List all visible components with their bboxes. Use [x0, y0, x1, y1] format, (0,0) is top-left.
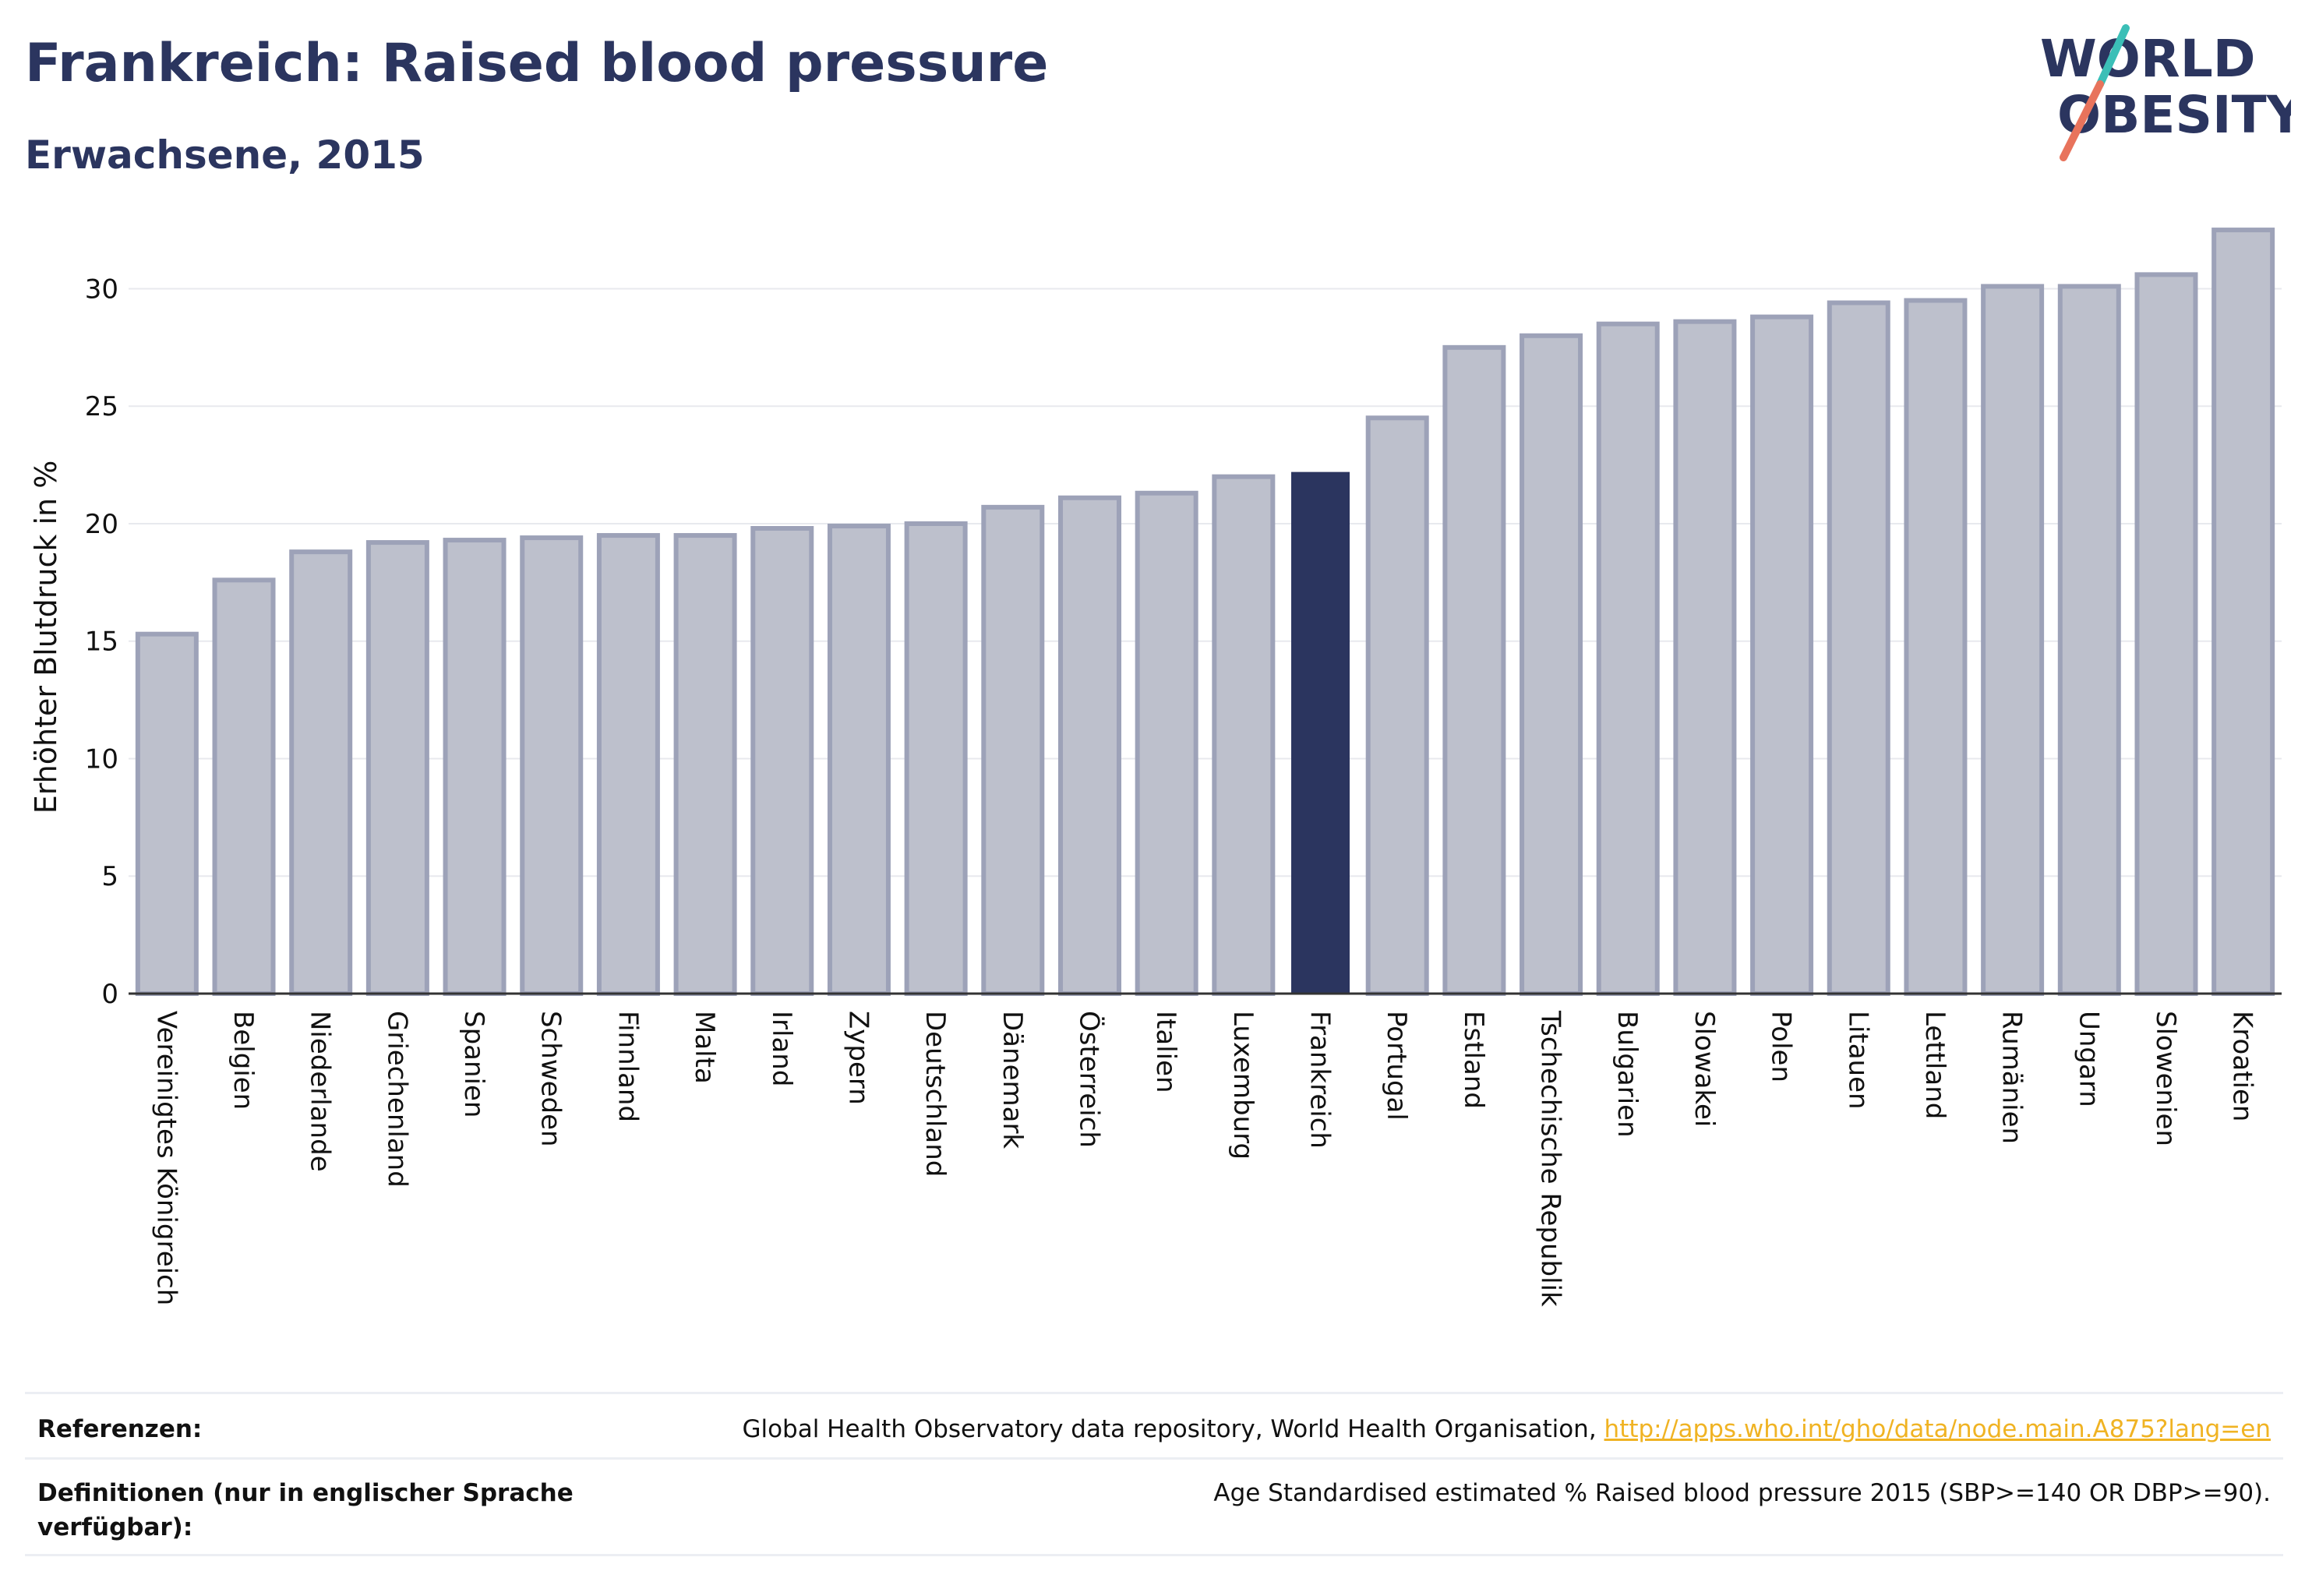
x-tick-label: Malta [689, 1011, 720, 1084]
x-tick-label: Frankreich [1304, 1011, 1336, 1149]
page-subtitle: Erwachsene, 2015 [25, 132, 425, 178]
y-tick-label: 10 [85, 743, 118, 775]
x-tick-label: Niederlande [305, 1011, 336, 1172]
y-tick-label: 20 [85, 509, 118, 540]
logo-slash-coral [2060, 80, 2104, 161]
definitions-label: Definitionen (nur in englischer Sprache … [37, 1479, 574, 1541]
x-tick-label: Deutschland [920, 1011, 951, 1177]
bar[interactable] [135, 631, 199, 996]
x-tick-label: Luxemburg [1227, 1011, 1258, 1160]
y-tick-label: 0 [101, 979, 118, 1010]
x-tick-label: Österreich [1073, 1011, 1105, 1148]
x-tick-label: Polen [1766, 1011, 1797, 1082]
x-tick-label: Spanien [458, 1011, 489, 1118]
x-tick-label: Tschechische Republik [1535, 1010, 1566, 1307]
bar[interactable] [2211, 228, 2275, 996]
y-tick-label: 15 [85, 627, 118, 658]
bar[interactable] [2057, 284, 2121, 996]
bar[interactable] [1981, 284, 2045, 996]
bar[interactable] [520, 535, 584, 996]
bar[interactable] [1212, 474, 1276, 996]
footer-divider-middle [25, 1457, 2283, 1460]
bars-layer [135, 228, 2275, 997]
references-label: Referenzen: [37, 1415, 203, 1443]
bar[interactable] [1365, 415, 1429, 996]
y-tick-label: 25 [85, 391, 118, 422]
bar[interactable] [2134, 272, 2198, 996]
logo-line-1: WORLD [2040, 29, 2256, 89]
bar[interactable] [904, 521, 968, 996]
bar[interactable] [443, 538, 507, 996]
x-tick-label: Italien [1150, 1011, 1181, 1093]
bar[interactable] [1904, 298, 1968, 997]
x-tick-label: Slowakei [1689, 1011, 1720, 1127]
bar-highlighted[interactable] [1291, 471, 1350, 994]
references-value: Global Health Observatory data repositor… [742, 1412, 2271, 1446]
page-title: Frankreich: Raised blood pressure [25, 33, 1049, 94]
x-tick-label: Ungarn [2073, 1011, 2104, 1107]
definitions-value: Age Standardised estimated % Raised bloo… [1213, 1479, 2271, 1507]
footer-divider-bottom [25, 1554, 2283, 1556]
y-tick-label: 30 [85, 274, 118, 305]
x-tick-label: Irland [766, 1011, 797, 1086]
footer-divider-top [25, 1392, 2283, 1394]
bar[interactable] [827, 523, 891, 996]
bar[interactable] [1750, 314, 1814, 996]
x-tick-labels: Vereinigtes Königreich Belgien Niederlande… [150, 1010, 2257, 1307]
y-tick-label: 5 [101, 861, 118, 892]
x-tick-label: Griechenland [381, 1011, 412, 1188]
bar[interactable] [1596, 321, 1660, 996]
x-tick-label: Rumänien [1996, 1011, 2028, 1144]
x-tick-label: Lettland [1919, 1011, 1950, 1119]
x-tick-label: Schweden [535, 1011, 567, 1147]
x-tick-label: Bulgarien [1611, 1011, 1643, 1138]
bar[interactable] [1135, 490, 1198, 996]
y-tick-labels: 0 5 10 15 20 25 30 [85, 274, 118, 1010]
bar[interactable] [596, 533, 660, 996]
bar[interactable] [212, 577, 276, 996]
y-axis-label: Erhöhter Blutdruck in % [29, 461, 63, 814]
x-tick-label: Zypern [842, 1011, 874, 1105]
bar[interactable] [1673, 319, 1737, 996]
x-tick-label: Portugal [1381, 1011, 1412, 1121]
references-text: Global Health Observatory data repositor… [742, 1415, 1604, 1443]
bar-chart: 0 5 10 15 20 25 30 Vereinigtes Königreich Belgi… [29, 228, 2282, 1307]
x-tick-label: Finnland [612, 1011, 643, 1122]
bar[interactable] [750, 526, 814, 996]
bar[interactable] [1442, 344, 1506, 997]
bar[interactable] [673, 533, 737, 996]
bar[interactable] [1520, 333, 1583, 996]
bar[interactable] [1827, 300, 1890, 996]
bar[interactable] [1057, 495, 1121, 996]
logo-slash-teal [2096, 24, 2130, 88]
x-tick-label: Litauen [1842, 1011, 1873, 1110]
x-tick-label: Slowenien [2150, 1011, 2181, 1146]
bar[interactable] [365, 540, 429, 996]
bar[interactable] [289, 549, 353, 996]
x-tick-label: Kroatien [2227, 1011, 2258, 1121]
x-tick-label: Estland [1458, 1011, 1489, 1109]
bar[interactable] [981, 504, 1045, 996]
x-tick-label: Dänemark [997, 1011, 1028, 1149]
world-obesity-logo: WORLD OBESITY [2040, 24, 2291, 161]
x-tick-label: Belgien [228, 1011, 259, 1110]
references-link[interactable]: http://apps.who.int/gho/data/node.main.A… [1604, 1415, 2271, 1443]
x-tick-label: Vereinigtes Königreich [150, 1011, 182, 1305]
